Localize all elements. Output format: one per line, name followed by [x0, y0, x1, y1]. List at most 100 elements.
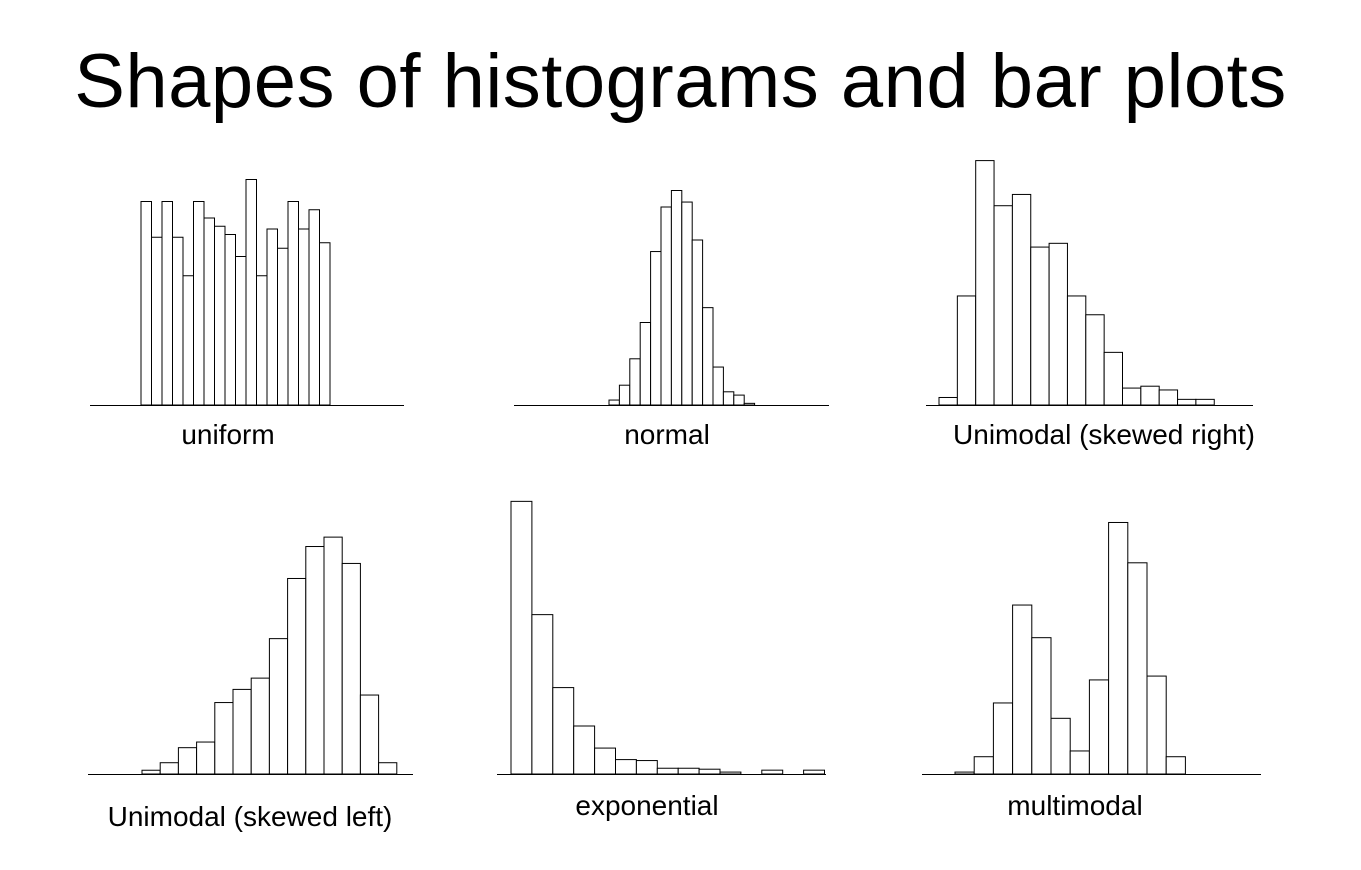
histogram-bar	[298, 228, 310, 406]
histogram-bar	[1031, 637, 1052, 775]
histogram-bar	[1066, 295, 1087, 406]
histogram-4	[497, 500, 826, 775]
histogram-bar	[161, 201, 173, 406]
histogram-bar	[733, 394, 745, 406]
slide-title: Shapes of histograms and bar plots	[74, 39, 1287, 124]
histogram-bar	[722, 391, 735, 406]
histogram-bar	[1011, 193, 1032, 406]
caption-skewed-left: Unimodal (skewed left)	[107, 801, 393, 832]
histogram-bar	[629, 358, 641, 406]
caption-exponential: exponential	[575, 790, 719, 821]
histogram-bar	[378, 762, 398, 775]
histogram-3	[88, 536, 413, 775]
histogram-bar	[287, 577, 307, 775]
histogram-bar	[250, 677, 270, 775]
histogram-bar	[954, 771, 975, 775]
histogram-bar	[618, 384, 631, 406]
histogram-1	[514, 190, 829, 406]
histogram-bar	[803, 769, 825, 775]
histogram-bar	[681, 201, 693, 406]
histogram-bar	[268, 638, 289, 775]
histogram-bar	[1158, 389, 1179, 406]
histogram-bar	[277, 247, 289, 406]
histogram-bar	[1127, 562, 1148, 775]
histogram-bar	[193, 201, 205, 406]
histogram-bar	[196, 741, 216, 775]
histogram-bar	[214, 702, 234, 775]
histogram-bar	[1085, 314, 1105, 406]
histogram-bar	[182, 275, 194, 406]
histogram-5	[922, 521, 1261, 775]
histogram-bar	[172, 236, 184, 406]
histogram-bar	[1122, 387, 1142, 406]
histogram-bar	[639, 322, 652, 406]
histogram-bar	[341, 562, 361, 775]
histogram-bar	[552, 687, 575, 775]
histogram-bar	[1088, 679, 1110, 775]
histogram-bar	[719, 771, 742, 775]
caption-multimodal: multimodal	[1007, 790, 1143, 821]
histogram-bar	[141, 769, 161, 775]
caption-skewed-right: Unimodal (skewed right)	[953, 419, 1255, 450]
caption-uniform: uniform	[181, 419, 275, 450]
histogram-bar	[1103, 351, 1124, 406]
histogram-bar	[1069, 750, 1090, 775]
caption-normal: normal	[624, 419, 710, 450]
histogram-bar	[287, 201, 299, 406]
histogram-bar	[214, 225, 226, 406]
histogram-bar	[677, 767, 700, 775]
histogram-bar	[691, 239, 704, 406]
histogram-bar	[1146, 675, 1167, 775]
histogram-bar	[319, 242, 331, 406]
histogram-bar	[177, 747, 198, 775]
histogram-bar	[232, 688, 252, 775]
histogram-bar	[1050, 717, 1071, 775]
histogram-bar	[235, 256, 247, 406]
histogram-bar	[712, 366, 724, 406]
histogram-bar	[1140, 385, 1160, 406]
histogram-bar	[1108, 521, 1129, 775]
histogram-bar	[975, 160, 995, 406]
histogram-bar	[1177, 398, 1197, 406]
histogram-bar	[670, 190, 683, 406]
histogram-bar	[323, 536, 343, 775]
histogram-bar	[359, 694, 380, 775]
histogram-bar	[573, 725, 596, 775]
histogram-bar	[510, 500, 533, 775]
histogram-bar	[993, 205, 1013, 406]
histogram-bar	[650, 251, 662, 406]
histogram-bar	[660, 206, 672, 406]
histogram-bar	[151, 236, 163, 406]
histogram-bar	[305, 546, 325, 775]
histogram-bar	[531, 614, 554, 775]
histogram-2	[926, 160, 1253, 406]
histogram-bar	[938, 396, 958, 406]
histogram-bar	[656, 767, 679, 775]
histogram-bar	[594, 747, 616, 775]
histogram-bar	[1012, 604, 1033, 775]
histogram-bar	[1048, 242, 1068, 406]
histogram-bar	[159, 762, 179, 775]
histogram-bar	[1195, 398, 1215, 406]
histogram-bar	[140, 201, 152, 406]
histogram-bar	[266, 228, 278, 406]
histogram-bar	[761, 769, 784, 775]
histogram-bar	[698, 768, 721, 775]
histogram-bar	[224, 234, 236, 406]
histogram-bar	[992, 702, 1014, 775]
histogram-bar	[702, 307, 714, 406]
histogram-bar	[615, 759, 637, 775]
histogram-bar	[245, 179, 257, 406]
histogram-0	[90, 179, 404, 406]
histogram-bar	[308, 209, 320, 406]
histogram-bar	[743, 402, 756, 406]
histogram-bar	[956, 295, 977, 406]
histogram-bar	[608, 399, 620, 406]
histogram-bar	[635, 760, 658, 775]
histogram-bar	[1165, 756, 1186, 775]
histogram-bar	[1030, 246, 1050, 406]
histogram-bar	[203, 217, 215, 406]
histogram-bar	[973, 756, 994, 775]
histogram-bar	[256, 275, 268, 406]
